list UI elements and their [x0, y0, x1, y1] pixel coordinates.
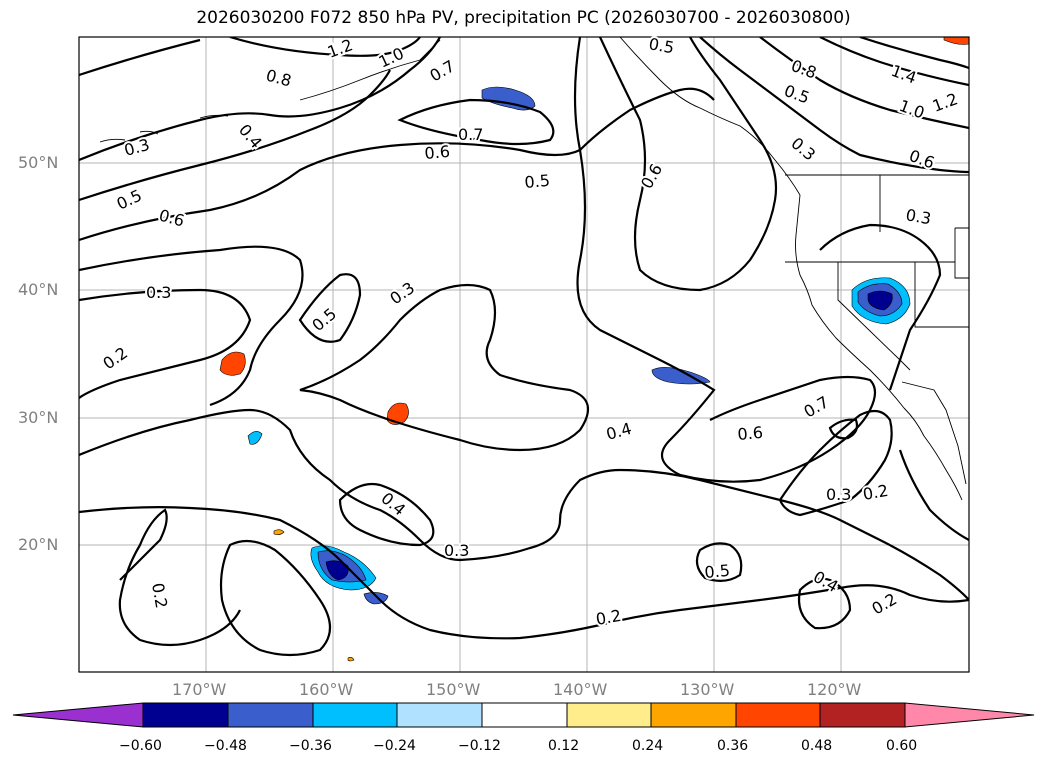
contour-label: 0.5 [114, 186, 145, 214]
colorbar-segment [227, 702, 314, 728]
lon-label: 130°W [680, 680, 735, 699]
colorbar-tick-label: 0.48 [801, 738, 833, 754]
colorbar-segment [142, 702, 229, 728]
colorbar-segment [312, 702, 398, 728]
contour-label: 0.4 [377, 489, 409, 520]
contour-label: 1.0 [376, 44, 407, 72]
colorbar-tick-label: −0.36 [289, 738, 332, 754]
map-frame [78, 36, 970, 673]
contour-label: 0.6 [637, 160, 666, 192]
precip-areas [219, 37, 969, 662]
contour-label: 0.6 [424, 142, 451, 163]
contour-label: 0.6 [737, 423, 764, 444]
map-title: 2026030200 F072 850 hPa PV, precipitatio… [196, 8, 851, 28]
contour-label: 0.8 [789, 56, 819, 83]
pv-contours [79, 37, 969, 657]
contour-label: 0.3 [386, 278, 418, 308]
lat-label: 50°N [18, 153, 59, 172]
lon-label: 120°W [807, 680, 862, 699]
colorbar-segment [735, 702, 821, 728]
contour-label: 0.3 [146, 283, 171, 302]
contour-label: 0.8 [264, 66, 294, 91]
precip-blob [386, 402, 409, 425]
contour-label: 0.3 [444, 541, 469, 560]
contour-label: 0.5 [647, 34, 675, 57]
lat-label: 40°N [18, 280, 59, 299]
precip-blob [481, 86, 536, 111]
colorbar-tick-label: 0.24 [632, 738, 664, 754]
colorbar-segment [819, 702, 906, 728]
contour-label: 0.5 [524, 171, 551, 192]
contour-label: 0.7 [458, 125, 483, 144]
colorbar-tick-label: −0.12 [458, 738, 501, 754]
colorbar-segment [481, 702, 568, 728]
precip-blob [219, 351, 246, 376]
colorbar-tick-label: 0.36 [717, 738, 749, 754]
contour-label: 0.2 [594, 606, 622, 629]
colorbar [12, 702, 1035, 728]
contour-label: 1.2 [325, 35, 355, 62]
colorbar-segment [904, 702, 1035, 728]
contour-label: 0.3 [122, 135, 152, 160]
colorbar-tick-label: −0.60 [119, 738, 162, 754]
contour-label: 0.5 [704, 561, 731, 582]
contour-label: 0.3 [826, 485, 851, 504]
contour-label: 0.3 [904, 205, 932, 228]
colorbar-tick-label: −0.24 [373, 738, 416, 754]
colorbar-tick-label: 0.12 [548, 738, 580, 754]
contour-label: 0.7 [801, 392, 833, 421]
gridlines [79, 37, 969, 672]
contour-label: 1.4 [889, 61, 919, 88]
precip-blob [943, 37, 969, 45]
contour-label: 1.2 [930, 89, 960, 116]
lon-label: 140°W [553, 680, 608, 699]
precip-blob [363, 592, 389, 605]
colorbar-segment [650, 702, 737, 728]
colorbar-segment [396, 702, 483, 728]
colorbar-tick-label: 0.60 [886, 738, 918, 754]
contour-label: 0.5 [308, 304, 340, 335]
lat-label: 30°N [18, 408, 59, 427]
lon-label: 170°W [172, 680, 227, 699]
contour-label: 0.4 [604, 419, 634, 444]
contour-label: 0.2 [869, 589, 901, 618]
precip-blob [247, 431, 263, 445]
contour-label: 0.2 [148, 581, 171, 609]
colorbar-segment [566, 702, 652, 728]
precip-blob [867, 290, 893, 311]
precip-blob [273, 529, 285, 535]
lon-label: 150°W [426, 680, 481, 699]
lat-label: 20°N [18, 535, 59, 554]
colorbar-segment [12, 702, 144, 728]
contour-label: 0.3 [787, 134, 819, 165]
colorbar-tick-label: −0.48 [204, 738, 247, 754]
precip-blob [347, 657, 355, 662]
contour-label: 0.2 [99, 343, 131, 373]
precip-blob [325, 560, 349, 581]
lon-label: 160°W [299, 680, 354, 699]
contour-label: 0.7 [427, 56, 459, 85]
contour-label: 0.2 [861, 481, 889, 504]
contour-label: 0.6 [157, 206, 187, 231]
